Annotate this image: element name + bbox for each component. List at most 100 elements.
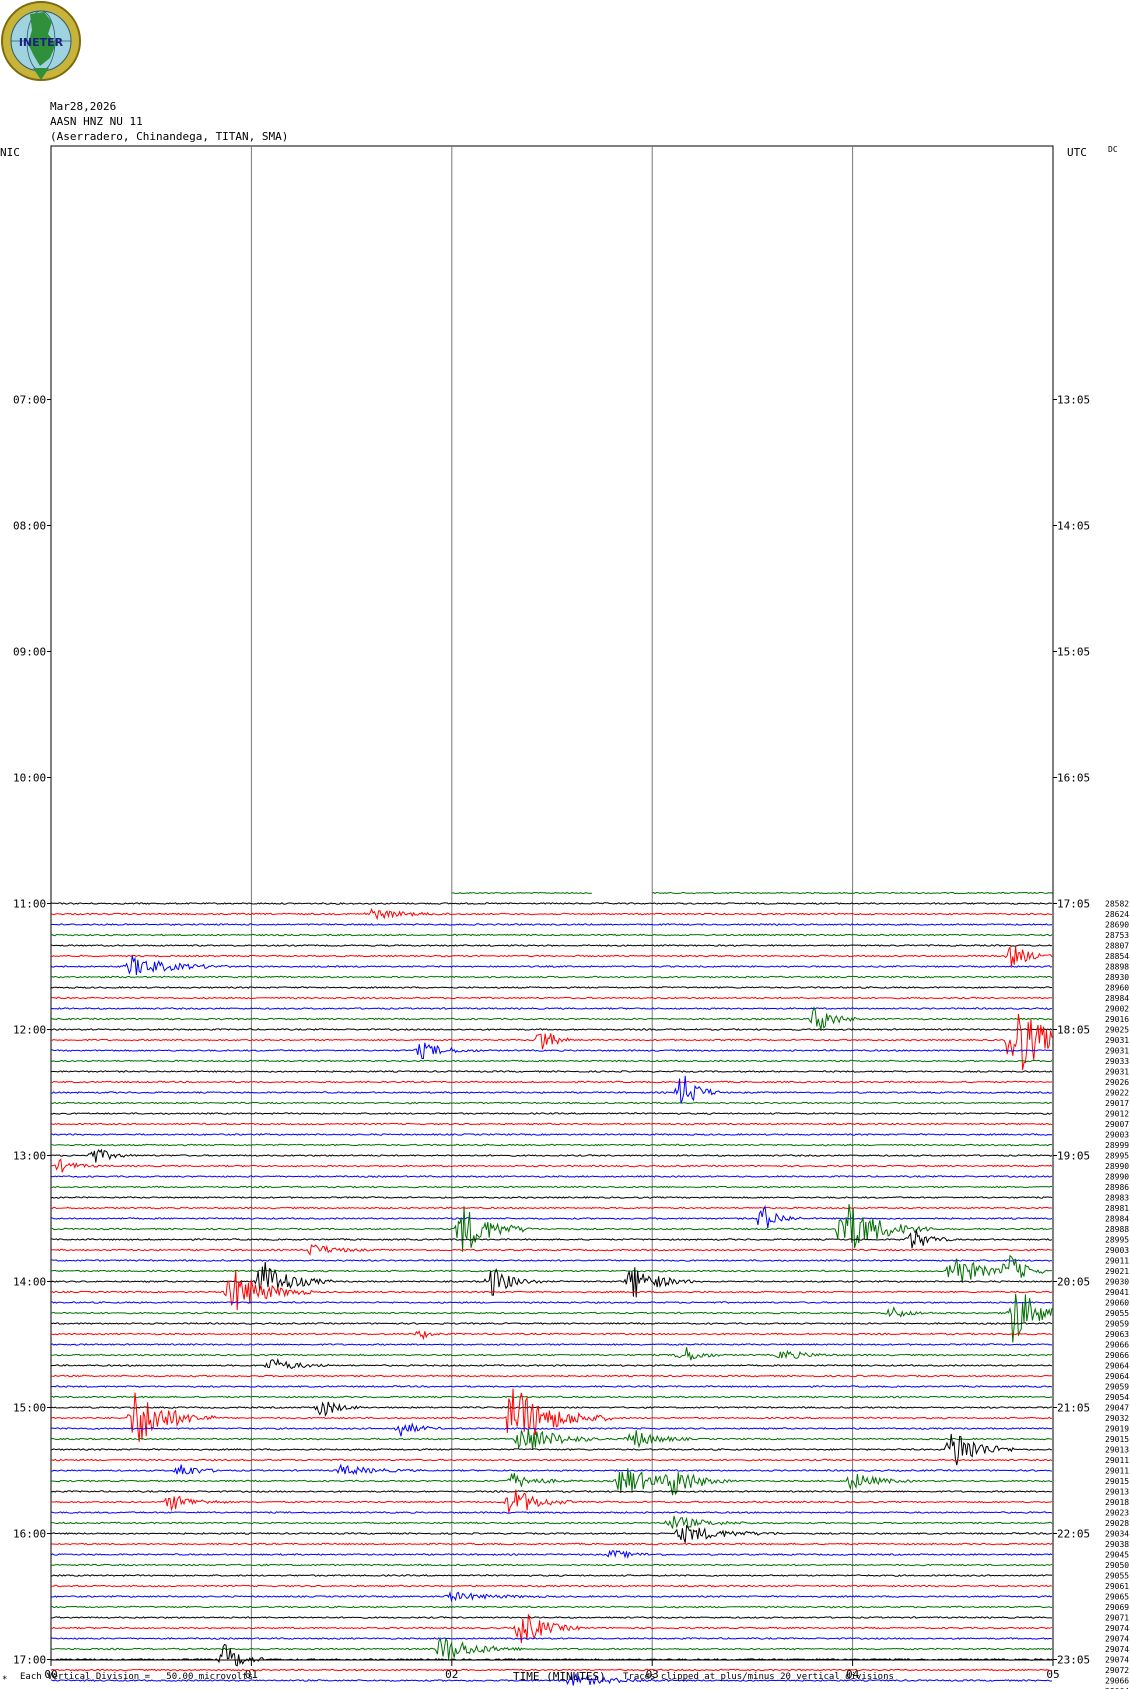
seismic-trace [50, 1584, 1053, 1588]
seismic-trace [51, 1075, 1053, 1104]
left-time-label: 15:00 [13, 1402, 46, 1415]
seismic-trace [50, 1347, 1053, 1361]
dc-offset-label: 29002 [1105, 1005, 1129, 1014]
seismic-trace [50, 907, 1053, 921]
x-tick-label: 01 [245, 1668, 258, 1681]
dc-offset-label: 29047 [1105, 1404, 1129, 1413]
right-time-label: 22:05 [1057, 1528, 1090, 1541]
right-time-label: 21:05 [1057, 1402, 1090, 1415]
dc-offset-label: 29066 [1105, 1341, 1129, 1350]
dc-offset-label: 29015 [1105, 1435, 1129, 1444]
seismic-trace [50, 1643, 1053, 1667]
seismic-trace [50, 1385, 1053, 1388]
seismic-trace [50, 1007, 1053, 1010]
dc-offset-label: 29069 [1105, 1603, 1129, 1612]
seismic-trace [50, 1489, 1053, 1513]
seismic-trace [50, 975, 1053, 979]
dc-offset-label: 29074 [1105, 1635, 1129, 1644]
dc-offset-label: 29023 [1105, 1509, 1129, 1518]
dc-offset-label: 28999 [1105, 1141, 1129, 1150]
dc-offset-label: 29017 [1105, 1099, 1129, 1108]
seismic-trace [50, 1636, 1053, 1660]
dc-offset-label: 29026 [1105, 1078, 1129, 1087]
dc-offset-label: 28988 [1105, 1225, 1129, 1234]
seismic-trace [50, 1616, 1053, 1619]
seismic-trace [50, 923, 1052, 926]
dc-offset-label: 28983 [1105, 1194, 1129, 1203]
dc-offset-label: 28990 [1105, 1162, 1129, 1171]
seismic-trace [50, 1672, 1053, 1686]
seismic-trace [50, 1549, 1053, 1559]
dc-offset-label: 28624 [1105, 910, 1129, 919]
dc-offset-label: 29018 [1105, 1498, 1129, 1507]
seismic-trace [50, 1013, 1053, 1071]
left-time-label: 16:00 [13, 1528, 46, 1541]
dc-offset-label: 29030 [1105, 1278, 1129, 1287]
seismic-trace [50, 933, 1053, 937]
header-station: AASN HNZ NU 11 [50, 115, 143, 128]
seismic-trace [50, 1196, 1053, 1199]
dc-offset-label: 28582 [1105, 900, 1129, 909]
seismic-trace [50, 1511, 1053, 1514]
seismic-trace [50, 1006, 1053, 1030]
dc-offset-label: 29025 [1105, 1026, 1129, 1035]
seismic-trace [50, 1330, 1053, 1341]
seismic-trace [50, 1574, 1053, 1577]
dc-offset-label: 29071 [1105, 1614, 1129, 1623]
seismic-trace-partial [651, 891, 1053, 895]
seismic-trace [50, 1343, 1053, 1346]
seismic-trace [50, 1293, 1053, 1343]
seismic-trace [50, 1542, 1053, 1546]
seismic-trace [50, 1637, 1053, 1640]
seismic-trace [50, 1028, 1053, 1031]
seismic-trace [50, 1422, 1053, 1437]
dc-offset-label: 29060 [1105, 1299, 1129, 1308]
seismic-trace [50, 1254, 1052, 1283]
seismic-trace [50, 1175, 1053, 1178]
dc-offset-label: 28986 [1105, 1183, 1129, 1192]
ineter-logo: INETER [1, 1, 81, 81]
right-time-label: 13:05 [1057, 394, 1090, 407]
x-tick-label: 04 [846, 1668, 860, 1681]
seismic-trace [50, 1059, 1053, 1063]
seismic-trace [50, 1668, 1053, 1672]
seismic-trace [50, 1322, 1053, 1325]
seismic-trace [50, 1261, 1053, 1298]
dc-offset-label: 29066 [1105, 1351, 1129, 1360]
dc-offset-label: 29031 [1105, 1047, 1129, 1056]
dc-offset-label: 28807 [1105, 942, 1129, 951]
dc-offset-label: 29055 [1105, 1572, 1129, 1581]
dc-offset-label: 29031 [1105, 1068, 1129, 1077]
dc-offset-label: 28984 [1105, 1215, 1129, 1224]
dc-offset-label: 29072 [1105, 1666, 1129, 1675]
dc-offset-label: 29034 [1105, 1530, 1129, 1539]
seismic-trace [50, 955, 1053, 976]
seismic-trace [50, 1080, 1053, 1084]
dc-offset-label: 29033 [1105, 1057, 1129, 1066]
dc-offset-label: 29013 [1105, 1488, 1129, 1497]
x-axis-label: TIME (MINUTES) [513, 1670, 606, 1683]
left-time-label: 14:00 [13, 1276, 46, 1289]
seismic-trace [50, 1101, 1053, 1105]
dc-offset-label: 28690 [1105, 921, 1129, 930]
seismic-trace [50, 1204, 1053, 1252]
seismic-trace [50, 902, 1053, 905]
dc-offset-label: 28898 [1105, 963, 1129, 972]
dc-offset-label: 28995 [1105, 1236, 1129, 1245]
dc-offset-label: 29032 [1105, 1414, 1129, 1423]
seismic-trace [50, 1042, 1053, 1059]
dc-offset-label: 29022 [1105, 1089, 1129, 1098]
seismic-trace [50, 1374, 1053, 1378]
dc-offset-label: 29011 [1105, 1467, 1129, 1476]
dc-offset-label: 29061 [1105, 1582, 1129, 1591]
seismic-trace [50, 1357, 1053, 1370]
dc-offset-label: 29045 [1105, 1551, 1129, 1560]
seismic-trace [50, 1259, 1053, 1262]
left-time-label: 10:00 [13, 772, 46, 785]
seismic-trace [50, 1524, 1053, 1543]
seismic-trace [50, 1605, 1053, 1609]
right-time-label: 16:05 [1057, 772, 1090, 785]
dc-offset-label: 29041 [1105, 1288, 1129, 1297]
seismic-trace [50, 1185, 1053, 1189]
